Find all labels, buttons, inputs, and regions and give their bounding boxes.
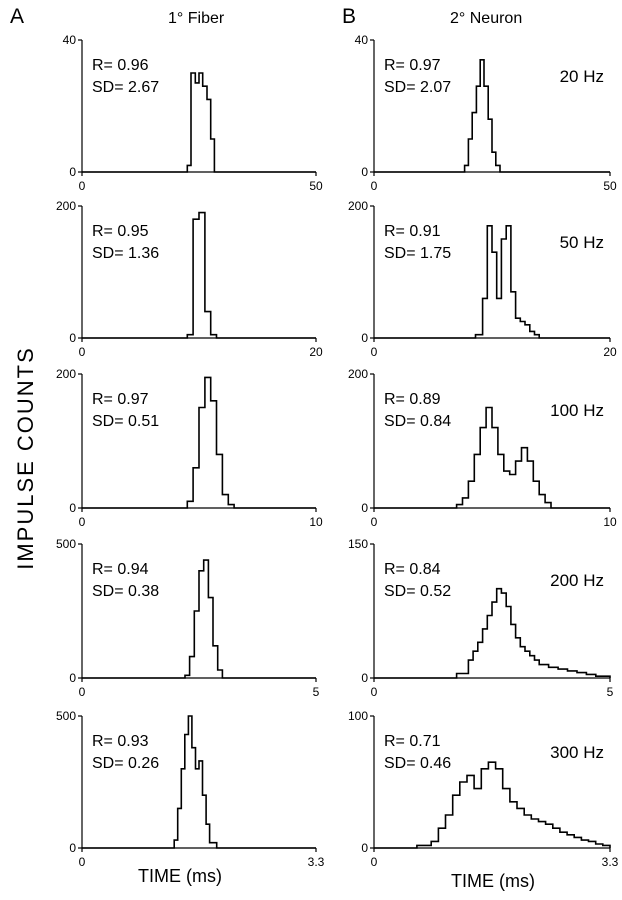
panel-b-4-frequency-label: 200 Hz [550, 571, 604, 590]
panel-b-2-ytick-label: 0 [361, 331, 368, 345]
panel-b-2-frequency-label: 50 Hz [560, 233, 604, 252]
panel-b-3-frequency-label: 100 Hz [550, 401, 604, 420]
panel-b-5-histogram [374, 761, 611, 849]
panel-b-1-ytick-label: 40 [355, 33, 369, 47]
panel-a-1-r-value: R= 0.96 [92, 57, 149, 74]
panel-a-2-ytick-label: 200 [56, 199, 76, 213]
panel-a-3-xtick-label: 0 [79, 515, 86, 529]
panel-a-5-xtick-label: 0 [79, 855, 86, 869]
panel-a-5-sd-value: SD= 0.26 [92, 755, 159, 772]
panel-b-3-r-value: R= 0.89 [384, 391, 441, 408]
panel-a-2-r-value: R= 0.95 [92, 223, 149, 240]
panel-a-4-histogram [82, 559, 316, 679]
panel-b-2-histogram [374, 225, 610, 339]
panel-a-4-xtick-label: 0 [79, 685, 86, 699]
panel-b-4-xtick-label: 5 [607, 685, 614, 699]
panel-b-3-ytick-label: 0 [361, 501, 368, 515]
panel-b-3-sd-value: SD= 0.84 [384, 413, 451, 430]
column-title-neuron: 2° Neuron [450, 10, 522, 27]
panel-b-2-xtick-label: 0 [371, 345, 378, 359]
panel-b-4-r-value: R= 0.84 [384, 561, 441, 578]
panel-b-1-frequency-label: 20 Hz [560, 67, 604, 86]
panel-a-5-ytick-label: 500 [56, 709, 76, 723]
panel-a-3-ytick-label: 200 [56, 367, 76, 381]
panel-a-3-r-value: R= 0.97 [92, 391, 149, 408]
panel-a-1-xtick-label: 50 [309, 179, 323, 193]
panel-a-1-xtick-label: 0 [79, 179, 86, 193]
panel-b-4-ytick-label: 150 [348, 537, 368, 551]
panel-a-3-ytick-label: 0 [69, 501, 76, 515]
panel-a-2-ytick-label: 0 [69, 331, 76, 345]
panel-b-3-ytick-label: 200 [348, 367, 368, 381]
panel-b-4-ytick-label: 0 [361, 671, 368, 685]
panel-letter-b: B [342, 5, 356, 28]
panel-b-2-xtick-label: 20 [603, 345, 617, 359]
panel-a-1-ytick-label: 40 [63, 33, 77, 47]
panel-a-2-xtick-label: 0 [79, 345, 86, 359]
panel-a-4-r-value: R= 0.94 [92, 561, 149, 578]
panel-a-3-sd-value: SD= 0.51 [92, 413, 159, 430]
panel-b-1-r-value: R= 0.97 [384, 57, 441, 74]
panel-a-4-ytick-label: 0 [69, 671, 76, 685]
panel-b-5-xtick-label: 3.3 [602, 855, 619, 869]
panel-b-4-histogram [374, 587, 611, 679]
panel-a-1-histogram [82, 72, 316, 173]
panel-a-1-sd-value: SD= 2.67 [92, 79, 159, 96]
panel-b-3-xtick-label: 0 [371, 515, 378, 529]
panel-b-5-frequency-label: 300 Hz [550, 743, 604, 762]
panel-a-3-histogram [82, 376, 316, 509]
panel-b-4-xtick-label: 0 [371, 685, 378, 699]
panel-b-5-sd-value: SD= 0.46 [384, 755, 451, 772]
panel-a-4-sd-value: SD= 0.38 [92, 583, 159, 600]
panel-b-2-sd-value: SD= 1.75 [384, 245, 451, 262]
panel-b-1-xtick-label: 50 [603, 179, 617, 193]
panel-a-5-ytick-label: 0 [69, 841, 76, 855]
panel-a-2-histogram [82, 211, 316, 339]
panel-b-1-ytick-label: 0 [361, 165, 368, 179]
x-axis-label-b: TIME (ms) [451, 871, 535, 891]
panel-a-2-xtick-label: 20 [309, 345, 323, 359]
panel-b-1-histogram [374, 59, 610, 173]
panel-a-5-xtick-label: 3.3 [308, 855, 325, 869]
panel-a-4-xtick-label: 5 [313, 685, 320, 699]
panel-b-3-histogram [374, 406, 610, 509]
panel-letter-a: A [10, 5, 24, 28]
panel-a-2-sd-value: SD= 1.36 [92, 245, 159, 262]
panel-b-3-xtick-label: 10 [603, 515, 617, 529]
panel-b-5-ytick-label: 0 [361, 841, 368, 855]
panel-a-5-histogram [82, 715, 316, 849]
panel-b-5-xtick-label: 0 [371, 855, 378, 869]
x-axis-label-a: TIME (ms) [138, 866, 222, 886]
panel-a-3-xtick-label: 10 [309, 515, 323, 529]
panel-b-4-sd-value: SD= 0.52 [384, 583, 451, 600]
panel-b-2-r-value: R= 0.91 [384, 223, 441, 240]
panel-a-1-ytick-label: 0 [69, 165, 76, 179]
y-axis-label: IMPULSE COUNTS [13, 346, 38, 570]
panel-a-4-ytick-label: 500 [56, 537, 76, 551]
panel-a-5-r-value: R= 0.93 [92, 733, 149, 750]
panel-b-5-ytick-label: 100 [348, 709, 368, 723]
column-title-fiber: 1° Fiber [168, 10, 225, 27]
panel-b-2-ytick-label: 200 [348, 199, 368, 213]
panel-b-5-r-value: R= 0.71 [384, 733, 441, 750]
panel-b-1-xtick-label: 0 [371, 179, 378, 193]
panel-b-1-sd-value: SD= 2.07 [384, 79, 451, 96]
